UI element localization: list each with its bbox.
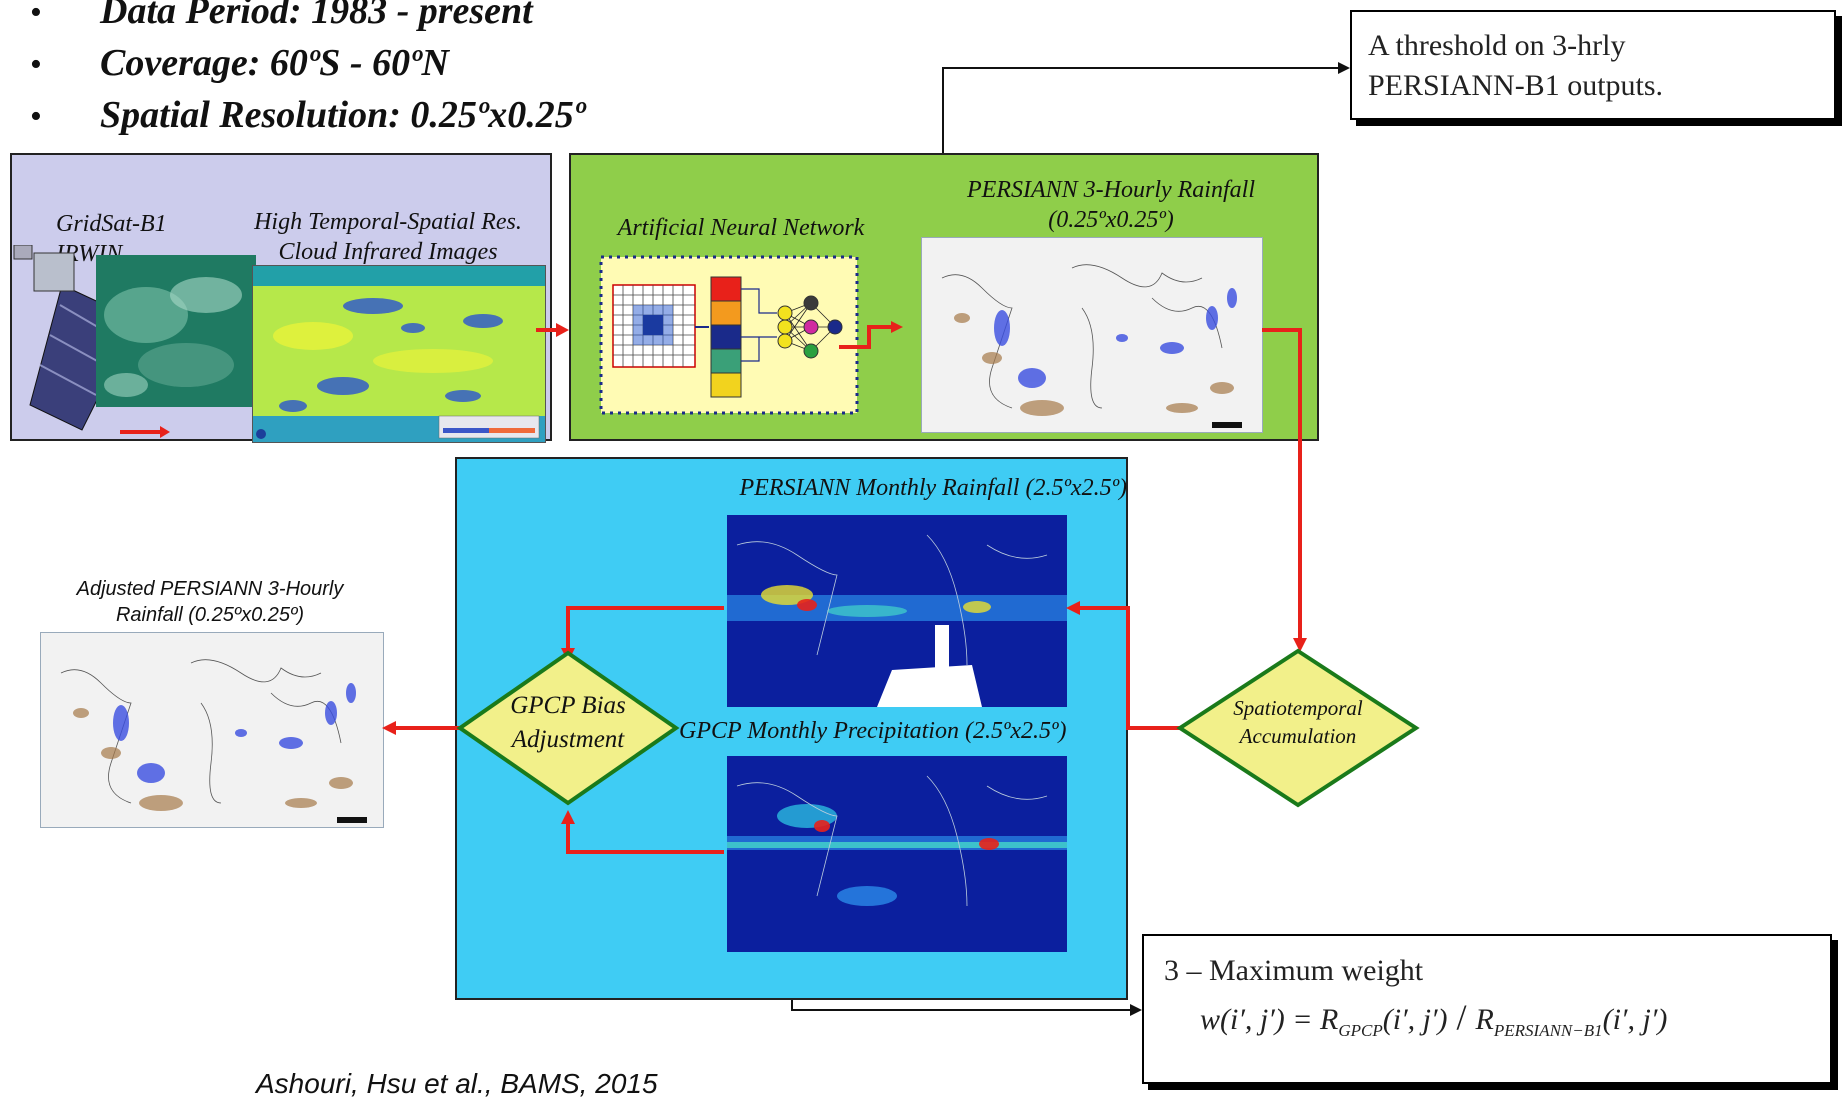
callout-connector-top xyxy=(942,67,1338,153)
ann-to-rainfall-arrow xyxy=(839,321,903,349)
persiann-monthly-label: PERSIANN Monthly Rainfall (2.5ºx2.5º) xyxy=(739,475,1127,501)
rainfall-3h-label-1: PERSIANN 3-Hourly Rainfall xyxy=(967,177,1255,203)
maximum-weight-callout: 3 – Maximum weight w(i′, j′) = RGPCP(i′,… xyxy=(1142,934,1832,1084)
ann-label: Artificial Neural Network xyxy=(617,215,865,241)
persiann-3hourly-map xyxy=(921,237,1263,433)
bias-adjustment-line-2: Adjustment xyxy=(511,726,625,753)
bullet-list: • Data Period: 1983 - present • Coverage: … xyxy=(30,0,585,142)
gpcp-monthly-map xyxy=(727,756,1067,952)
accumulation-diamond xyxy=(1176,648,1420,808)
bias-adjustment-line-1: GPCP Bias xyxy=(510,692,626,719)
threshold-line-2: PERSIANN-B1 outputs. xyxy=(1368,69,1664,102)
neural-network-diagram xyxy=(599,255,859,415)
callout-connector-bottom xyxy=(791,1000,1130,1011)
citation: Ashouri, Hsu et al., BAMS, 2015 xyxy=(256,1068,658,1099)
threshold-line-1: A threshold on 3-hrly xyxy=(1368,29,1626,62)
bullet-item: • Data Period: 1983 - present xyxy=(30,0,585,38)
bullet-resolution: Spatial Resolution: 0.25ºx0.25º xyxy=(100,94,586,136)
gpcp-monthly-label: GPCP Monthly Precipitation (2.5ºx2.5º) xyxy=(679,718,1067,744)
bullet-dot: • xyxy=(30,0,42,31)
adjusted-3hourly-map xyxy=(40,632,384,828)
bullet-data-period: Data Period: 1983 - present xyxy=(100,0,533,32)
bullet-dot: • xyxy=(30,98,42,135)
accumulation-line-2: Accumulation xyxy=(1239,724,1357,748)
adjusted-label-1: Adjusted PERSIANN 3-Hourly xyxy=(76,578,344,600)
cloud-images-label-2: Cloud Infrared Images xyxy=(278,239,498,265)
cloud-infrared-map xyxy=(252,265,546,443)
ann-panel: Artificial Neural Network PERSIANN 3-Hou… xyxy=(569,153,1319,441)
maximum-weight-equation: w(i′, j′) = RGPCP(i′, j′) / RPERSIANN−B1… xyxy=(1200,997,1668,1040)
satellite-disk-image xyxy=(96,255,256,407)
bullet-coverage: Coverage: 60ºS - 60ºN xyxy=(100,42,449,84)
maximum-weight-title: 3 – Maximum weight xyxy=(1164,954,1424,987)
bullet-item: • Spatial Resolution: 0.25ºx0.25º xyxy=(30,90,585,142)
accumulation-line-1: Spatiotemporal xyxy=(1233,696,1363,720)
gridsat-label: GridSat-B1 xyxy=(56,211,167,237)
input-panel: GridSat-B1 IRWIN High Temporal-Spatial R… xyxy=(10,153,552,443)
bullet-item: • Coverage: 60ºS - 60ºN xyxy=(30,38,585,90)
bullet-dot: • xyxy=(30,46,42,83)
cloud-images-label-1: High Temporal-Spatial Res. xyxy=(254,209,522,235)
rainfall-3h-label-2: (0.25ºx0.25º) xyxy=(1048,207,1174,233)
persiann-monthly-map xyxy=(727,515,1067,707)
adjusted-label-2: Rainfall (0.25ºx0.25º) xyxy=(115,604,305,626)
monthly-panel: PERSIANN Monthly Rainfall (2.5ºx2.5º) GP… xyxy=(455,457,1128,1000)
bias-adjustment-diamond xyxy=(456,650,680,806)
threshold-callout: A threshold on 3-hrly PERSIANN-B1 output… xyxy=(1350,10,1836,120)
link-arrow xyxy=(120,426,170,438)
